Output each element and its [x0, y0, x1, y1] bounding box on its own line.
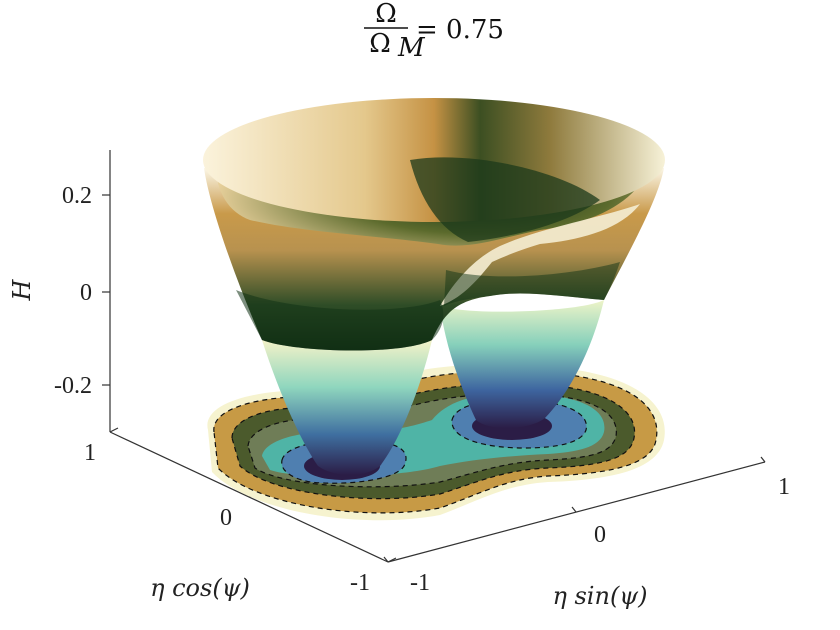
x-axis-label: η cos(ψ) — [150, 574, 250, 602]
x-tick-label: 1 — [84, 440, 96, 466]
y-tick-mark — [383, 556, 389, 563]
y-tick-mark — [571, 506, 577, 513]
chart-title: Ω Ω M = 0.75 — [364, 0, 504, 63]
x-tick-label: 0 — [220, 505, 232, 531]
surface-plot — [203, 98, 665, 475]
title-numerator: Ω — [375, 0, 397, 29]
surface-interior-shadow — [410, 157, 600, 242]
y-axis-label: η sin(ψ) — [552, 582, 647, 610]
y-axis-line — [387, 461, 766, 563]
x-tick-mark — [109, 427, 119, 433]
z-axis-label: H — [8, 278, 36, 301]
z-tick-label: 0 — [80, 280, 92, 306]
surface-dark-band — [236, 290, 444, 351]
surface-well-right — [440, 300, 604, 429]
y-tick-label: 0 — [594, 522, 606, 548]
surface-dark-band-right — [444, 262, 620, 306]
x-tick-mark — [387, 557, 397, 563]
surface-saddle-ridge — [440, 204, 640, 306]
x-tick-label: -1 — [350, 570, 370, 596]
y-tick-mark — [760, 456, 766, 463]
surface-well-left — [262, 340, 432, 475]
title-denominator: Ω — [369, 29, 391, 59]
y-tick-label: 1 — [778, 474, 790, 500]
contour-projection — [207, 364, 665, 521]
title-rhs: = 0.75 — [416, 15, 504, 45]
z-tick-label: -0.2 — [54, 373, 92, 399]
z-tick-label: 0.2 — [62, 183, 92, 209]
title-denominator-subscript: M — [397, 33, 426, 63]
y-tick-label: -1 — [410, 570, 430, 596]
